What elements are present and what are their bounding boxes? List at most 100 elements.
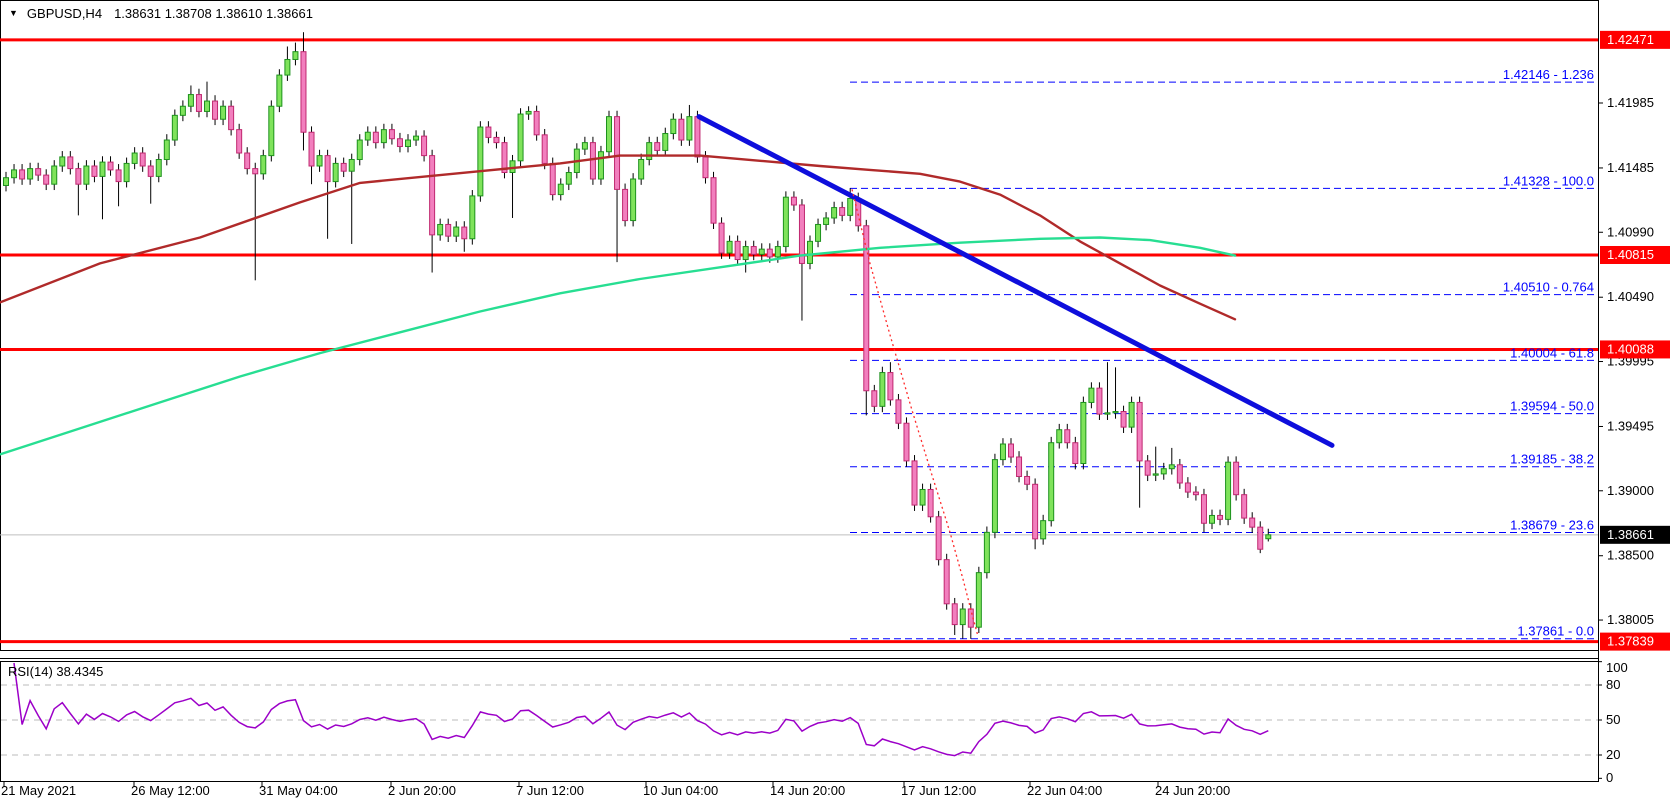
price-tick-label: 1.40990 (1607, 224, 1654, 239)
candle-bull (204, 100, 210, 112)
candle-bear (750, 246, 757, 255)
candle-bull (332, 162, 339, 183)
candlestick-series (3, 32, 1272, 639)
candle-bear (195, 94, 202, 112)
candle-bull (220, 105, 227, 120)
price-badge-red: 1.40815 (1600, 245, 1670, 264)
candle-bull (742, 246, 749, 261)
candle-bear (839, 207, 846, 216)
candle-bear (75, 168, 82, 185)
candle-bull (284, 58, 291, 76)
candle-bull (123, 162, 130, 183)
time-axis[interactable]: 21 May 2021 26 May 12:00 31 May 04:00 2 Jun… (1, 781, 1230, 798)
candle-bull (847, 197, 854, 216)
candle-bear (798, 204, 805, 264)
candle-bear (895, 399, 902, 424)
candle-bull (292, 51, 299, 60)
candle-bull (597, 151, 604, 180)
candle-bull (975, 572, 982, 628)
candle-bear (372, 131, 379, 144)
price-badge-red: 1.42471 (1600, 30, 1670, 49)
candle-bull (774, 246, 781, 258)
moving-average-green[interactable] (0, 236, 1237, 456)
candle-bear (927, 488, 934, 518)
candle-bull (807, 240, 813, 264)
candle-bear (871, 390, 878, 407)
candle-bull (517, 113, 524, 162)
candle-bear (1008, 443, 1014, 458)
price-badge-red: 1.40088 (1600, 340, 1670, 359)
candle-bear (678, 118, 685, 141)
candle-bull (163, 139, 170, 161)
candle-bull (1160, 468, 1167, 475)
candle-bear (485, 126, 492, 138)
time-tick-label: 31 May 04:00 (259, 783, 338, 798)
candle-bear (614, 116, 621, 190)
candle-bear (429, 155, 436, 236)
candle-bull (1048, 442, 1055, 522)
symbol-dropdown-icon[interactable]: ▼ (9, 8, 18, 18)
candle-bull (1112, 411, 1119, 414)
candle-bear (147, 165, 154, 177)
candle-bull (565, 172, 572, 185)
candle-bull (131, 152, 138, 164)
candle-bull (1265, 534, 1272, 540)
candle-bear (115, 169, 122, 183)
candle-bear (1024, 475, 1031, 485)
candle-bear (139, 152, 146, 167)
descending-trendline[interactable] (696, 114, 1335, 448)
candle-bull (782, 196, 789, 248)
candle-bull (999, 443, 1006, 461)
candle-bear (935, 516, 942, 561)
candle-bear (951, 603, 958, 626)
moving-average-red[interactable] (0, 154, 1237, 321)
candle-bull (413, 135, 420, 141)
rsi-indicator-label: RSI(14) 38.4345 (8, 664, 104, 679)
rsi-pane[interactable]: 100 80 50 20 0 (1, 660, 1628, 785)
candle-bear (1072, 442, 1079, 465)
candle-bull (51, 165, 58, 185)
candle-bear (1192, 491, 1199, 496)
price-axis[interactable]: 1.419851.414851.409901.404901.399951.394… (1598, 30, 1670, 651)
candle-bear (228, 105, 235, 131)
fib-label: 1.37861 - 0.0 (1517, 624, 1594, 639)
candle-bull (823, 217, 830, 225)
candle-bull (83, 165, 90, 185)
rsi-scale-label: 80 (1606, 677, 1620, 692)
price-tick-label: 1.39000 (1607, 483, 1654, 498)
candle-bear (67, 156, 74, 170)
candle-bear (1032, 483, 1039, 540)
candle-bull (59, 156, 66, 167)
candle-bull (1128, 401, 1135, 428)
rsi-scale-label: 100 (1606, 660, 1628, 675)
pane-borders (0, 0, 1599, 782)
candle-bear (766, 248, 773, 258)
candle-bear (702, 156, 709, 179)
time-tick-label: 14 Jun 20:00 (770, 783, 845, 798)
candle-bull (453, 226, 460, 237)
candle-bear (903, 422, 910, 462)
candle-bull (1152, 473, 1159, 476)
candle-bull (581, 142, 588, 150)
dotted-drop-path[interactable] (851, 189, 979, 637)
candle-bear (1120, 411, 1127, 428)
candle-bull (171, 114, 178, 141)
svg-text:1.42471: 1.42471 (1607, 32, 1654, 47)
candle-bear (252, 168, 259, 175)
candle-bear (35, 168, 42, 176)
fib-label: 1.42146 - 1.236 (1503, 67, 1594, 82)
candle-bear (1016, 456, 1023, 477)
time-tick-label: 26 May 12:00 (131, 783, 210, 798)
chart-title: ▼ GBPUSD,H4 1.38631 1.38708 1.38610 1.38… (9, 6, 313, 21)
candle-bear (1096, 387, 1103, 415)
candle-bull (316, 155, 323, 167)
candle-bear (493, 136, 500, 144)
rsi-line (13, 662, 1269, 757)
fibonacci-retracement-lines[interactable]: 1.42146 - 1.236 1.41328 - 100.0 1.40510 - … (850, 67, 1598, 640)
candle-bull (179, 105, 186, 116)
svg-text:1.38661: 1.38661 (1607, 527, 1654, 542)
candle-bull (405, 139, 411, 148)
candle-bull (630, 178, 637, 222)
candle-bull (260, 155, 267, 175)
